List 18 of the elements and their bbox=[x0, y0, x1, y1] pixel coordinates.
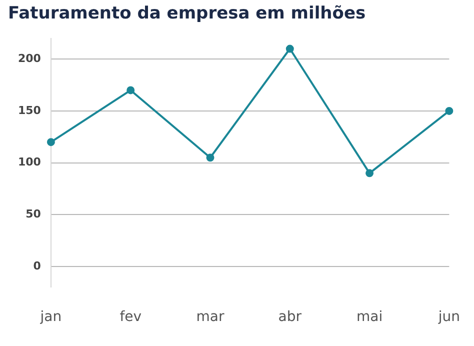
x-tick-label: abr bbox=[278, 309, 302, 326]
point bbox=[206, 154, 214, 162]
x-tick-label: mar bbox=[196, 309, 224, 326]
y-tick-label: 200 bbox=[18, 52, 42, 65]
x-tick-label: jun bbox=[437, 309, 460, 326]
chart-title: Faturamento da empresa em milhões bbox=[8, 4, 366, 24]
y-tick-label: 0 bbox=[33, 259, 42, 272]
y-tick-label: 150 bbox=[18, 104, 42, 117]
y-tick-label: 100 bbox=[18, 156, 42, 169]
point bbox=[445, 106, 454, 115]
x-tick-label: fev bbox=[120, 309, 142, 326]
point bbox=[126, 86, 135, 94]
point bbox=[366, 169, 374, 178]
y-tick-label: 50 bbox=[26, 207, 42, 220]
point bbox=[46, 138, 55, 146]
x-tick-label: mai bbox=[356, 309, 383, 326]
point bbox=[286, 44, 294, 53]
x-tick-label: jan bbox=[39, 309, 62, 326]
